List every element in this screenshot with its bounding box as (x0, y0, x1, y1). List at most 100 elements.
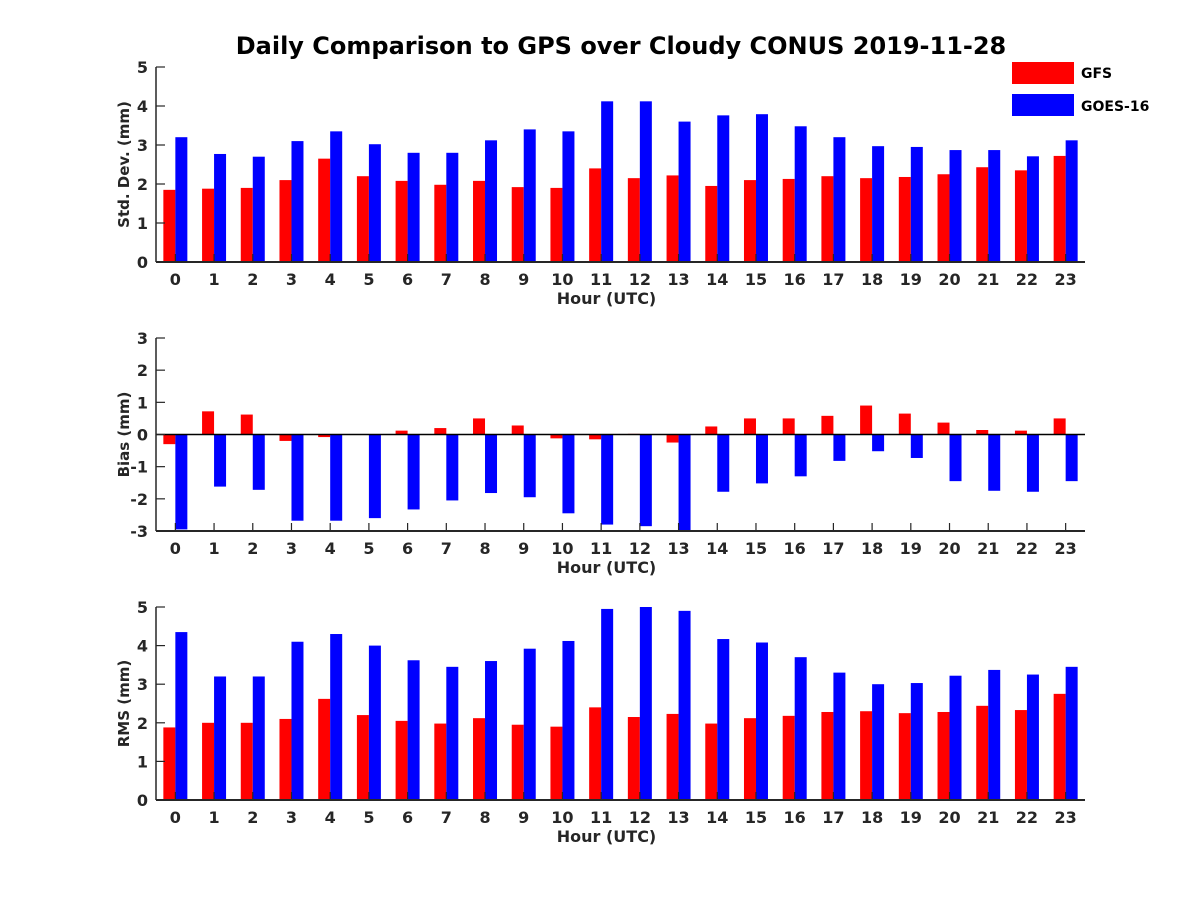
bar-gfs-hour-14 (705, 185, 718, 262)
bar-gfs-hour-2 (240, 414, 253, 435)
bar-goes16-hour-0 (175, 137, 188, 262)
bar-goes16-hour-7 (446, 434, 459, 501)
bar-gfs-hour-16 (782, 715, 795, 800)
bar-gfs-hour-21 (976, 705, 989, 800)
bar-goes16-hour-6 (407, 152, 420, 262)
x-tick-label: 12 (629, 808, 651, 827)
bar-goes16-hour-9 (523, 648, 536, 800)
x-tick-label: 3 (286, 270, 297, 289)
bar-gfs-hour-6 (395, 430, 408, 435)
bar-gfs-hour-15 (743, 718, 756, 800)
bar-goes16-hour-23 (1065, 140, 1078, 262)
bar-gfs-hour-3 (279, 718, 292, 800)
bar-goes16-hour-15 (755, 434, 768, 484)
bar-goes16-hour-19 (910, 146, 923, 262)
bar-gfs-hour-14 (705, 426, 718, 435)
x-axis-label: Hour (UTC) (557, 827, 657, 846)
bar-goes16-hour-4 (330, 131, 343, 262)
bar-gfs-hour-22 (1014, 710, 1027, 800)
bar-goes16-hour-14 (717, 639, 730, 800)
x-tick-label: 16 (784, 539, 806, 558)
bar-goes16-hour-1 (214, 153, 227, 262)
bar-goes16-hour-21 (988, 434, 1001, 491)
bar-goes16-hour-13 (678, 121, 691, 262)
x-tick-label: 20 (938, 539, 960, 558)
x-tick-label: 17 (822, 270, 844, 289)
bar-gfs-hour-10 (550, 726, 563, 800)
x-tick-label: 3 (286, 539, 297, 558)
bar-goes16-hour-22 (1026, 156, 1039, 262)
x-tick-label: 14 (706, 539, 728, 558)
bar-gfs-hour-19 (898, 713, 911, 800)
y-tick-label: 0 (137, 426, 148, 445)
bar-gfs-hour-1 (202, 188, 215, 262)
x-tick-label: 7 (441, 270, 452, 289)
bar-goes16-hour-1 (214, 676, 227, 800)
x-tick-label: 2 (247, 808, 258, 827)
legend: GFS GOES-16 (1012, 62, 1149, 116)
bar-goes16-hour-22 (1026, 434, 1039, 492)
bar-gfs-hour-4 (318, 434, 331, 438)
bar-goes16-hour-5 (368, 645, 381, 800)
x-tick-label: 21 (977, 539, 999, 558)
bar-goes16-hour-6 (407, 434, 420, 510)
bar-gfs-hour-17 (821, 176, 834, 262)
bar-gfs-hour-10 (550, 434, 563, 439)
x-axis-label: Hour (UTC) (557, 558, 657, 577)
bar-goes16-hour-11 (601, 608, 614, 800)
y-tick-label: 5 (137, 598, 148, 617)
bar-goes16-hour-0 (175, 434, 188, 530)
bar-goes16-hour-3 (291, 141, 304, 262)
bar-gfs-hour-23 (1053, 693, 1066, 800)
bar-goes16-hour-20 (949, 434, 962, 482)
x-tick-label: 23 (1055, 270, 1077, 289)
y-axis-label: RMS (mm) (115, 660, 133, 747)
x-tick-label: 7 (441, 539, 452, 558)
bar-goes16-hour-9 (523, 129, 536, 262)
y-tick-label: 0 (137, 791, 148, 810)
bar-gfs-hour-0 (163, 189, 176, 262)
x-tick-label: 22 (1016, 808, 1038, 827)
legend-label-goes16: GOES-16 (1081, 99, 1149, 115)
x-tick-label: 9 (518, 270, 529, 289)
bar-goes16-hour-10 (562, 434, 575, 514)
bar-gfs-hour-14 (705, 723, 718, 800)
x-tick-label: 0 (170, 808, 181, 827)
x-tick-label: 18 (861, 539, 883, 558)
x-tick-label: 8 (479, 270, 490, 289)
x-tick-label: 19 (900, 808, 922, 827)
bar-gfs-hour-19 (898, 413, 911, 435)
y-tick-label: 4 (137, 97, 148, 116)
bar-gfs-hour-8 (473, 718, 486, 800)
bar-goes16-hour-4 (330, 634, 343, 800)
y-tick-label: -3 (130, 522, 148, 541)
x-tick-label: 2 (247, 270, 258, 289)
bar-goes16-hour-4 (330, 434, 343, 521)
bar-goes16-hour-11 (601, 434, 614, 525)
y-tick-label: 1 (137, 393, 148, 412)
bar-goes16-hour-3 (291, 641, 304, 800)
bar-gfs-hour-1 (202, 411, 215, 435)
bar-goes16-hour-7 (446, 152, 459, 262)
bar-gfs-hour-5 (356, 176, 369, 262)
x-tick-label: 22 (1016, 270, 1038, 289)
x-tick-label: 15 (745, 539, 767, 558)
bar-gfs-hour-9 (511, 425, 524, 435)
bar-goes16-hour-15 (755, 642, 768, 800)
bar-goes16-hour-17 (833, 434, 846, 461)
bar-goes16-hour-14 (717, 434, 730, 492)
bar-goes16-hour-18 (872, 684, 885, 800)
bar-goes16-hour-7 (446, 666, 459, 800)
bar-goes16-hour-3 (291, 434, 304, 521)
bar-gfs-hour-0 (163, 434, 176, 445)
y-tick-label: 2 (137, 175, 148, 194)
bar-gfs-hour-19 (898, 176, 911, 262)
bar-goes16-hour-8 (485, 434, 498, 494)
legend-swatch-goes16 (1012, 94, 1074, 116)
bar-gfs-hour-18 (860, 405, 873, 435)
y-tick-label: 4 (137, 637, 148, 656)
bar-gfs-hour-8 (473, 418, 486, 435)
x-tick-label: 16 (784, 270, 806, 289)
